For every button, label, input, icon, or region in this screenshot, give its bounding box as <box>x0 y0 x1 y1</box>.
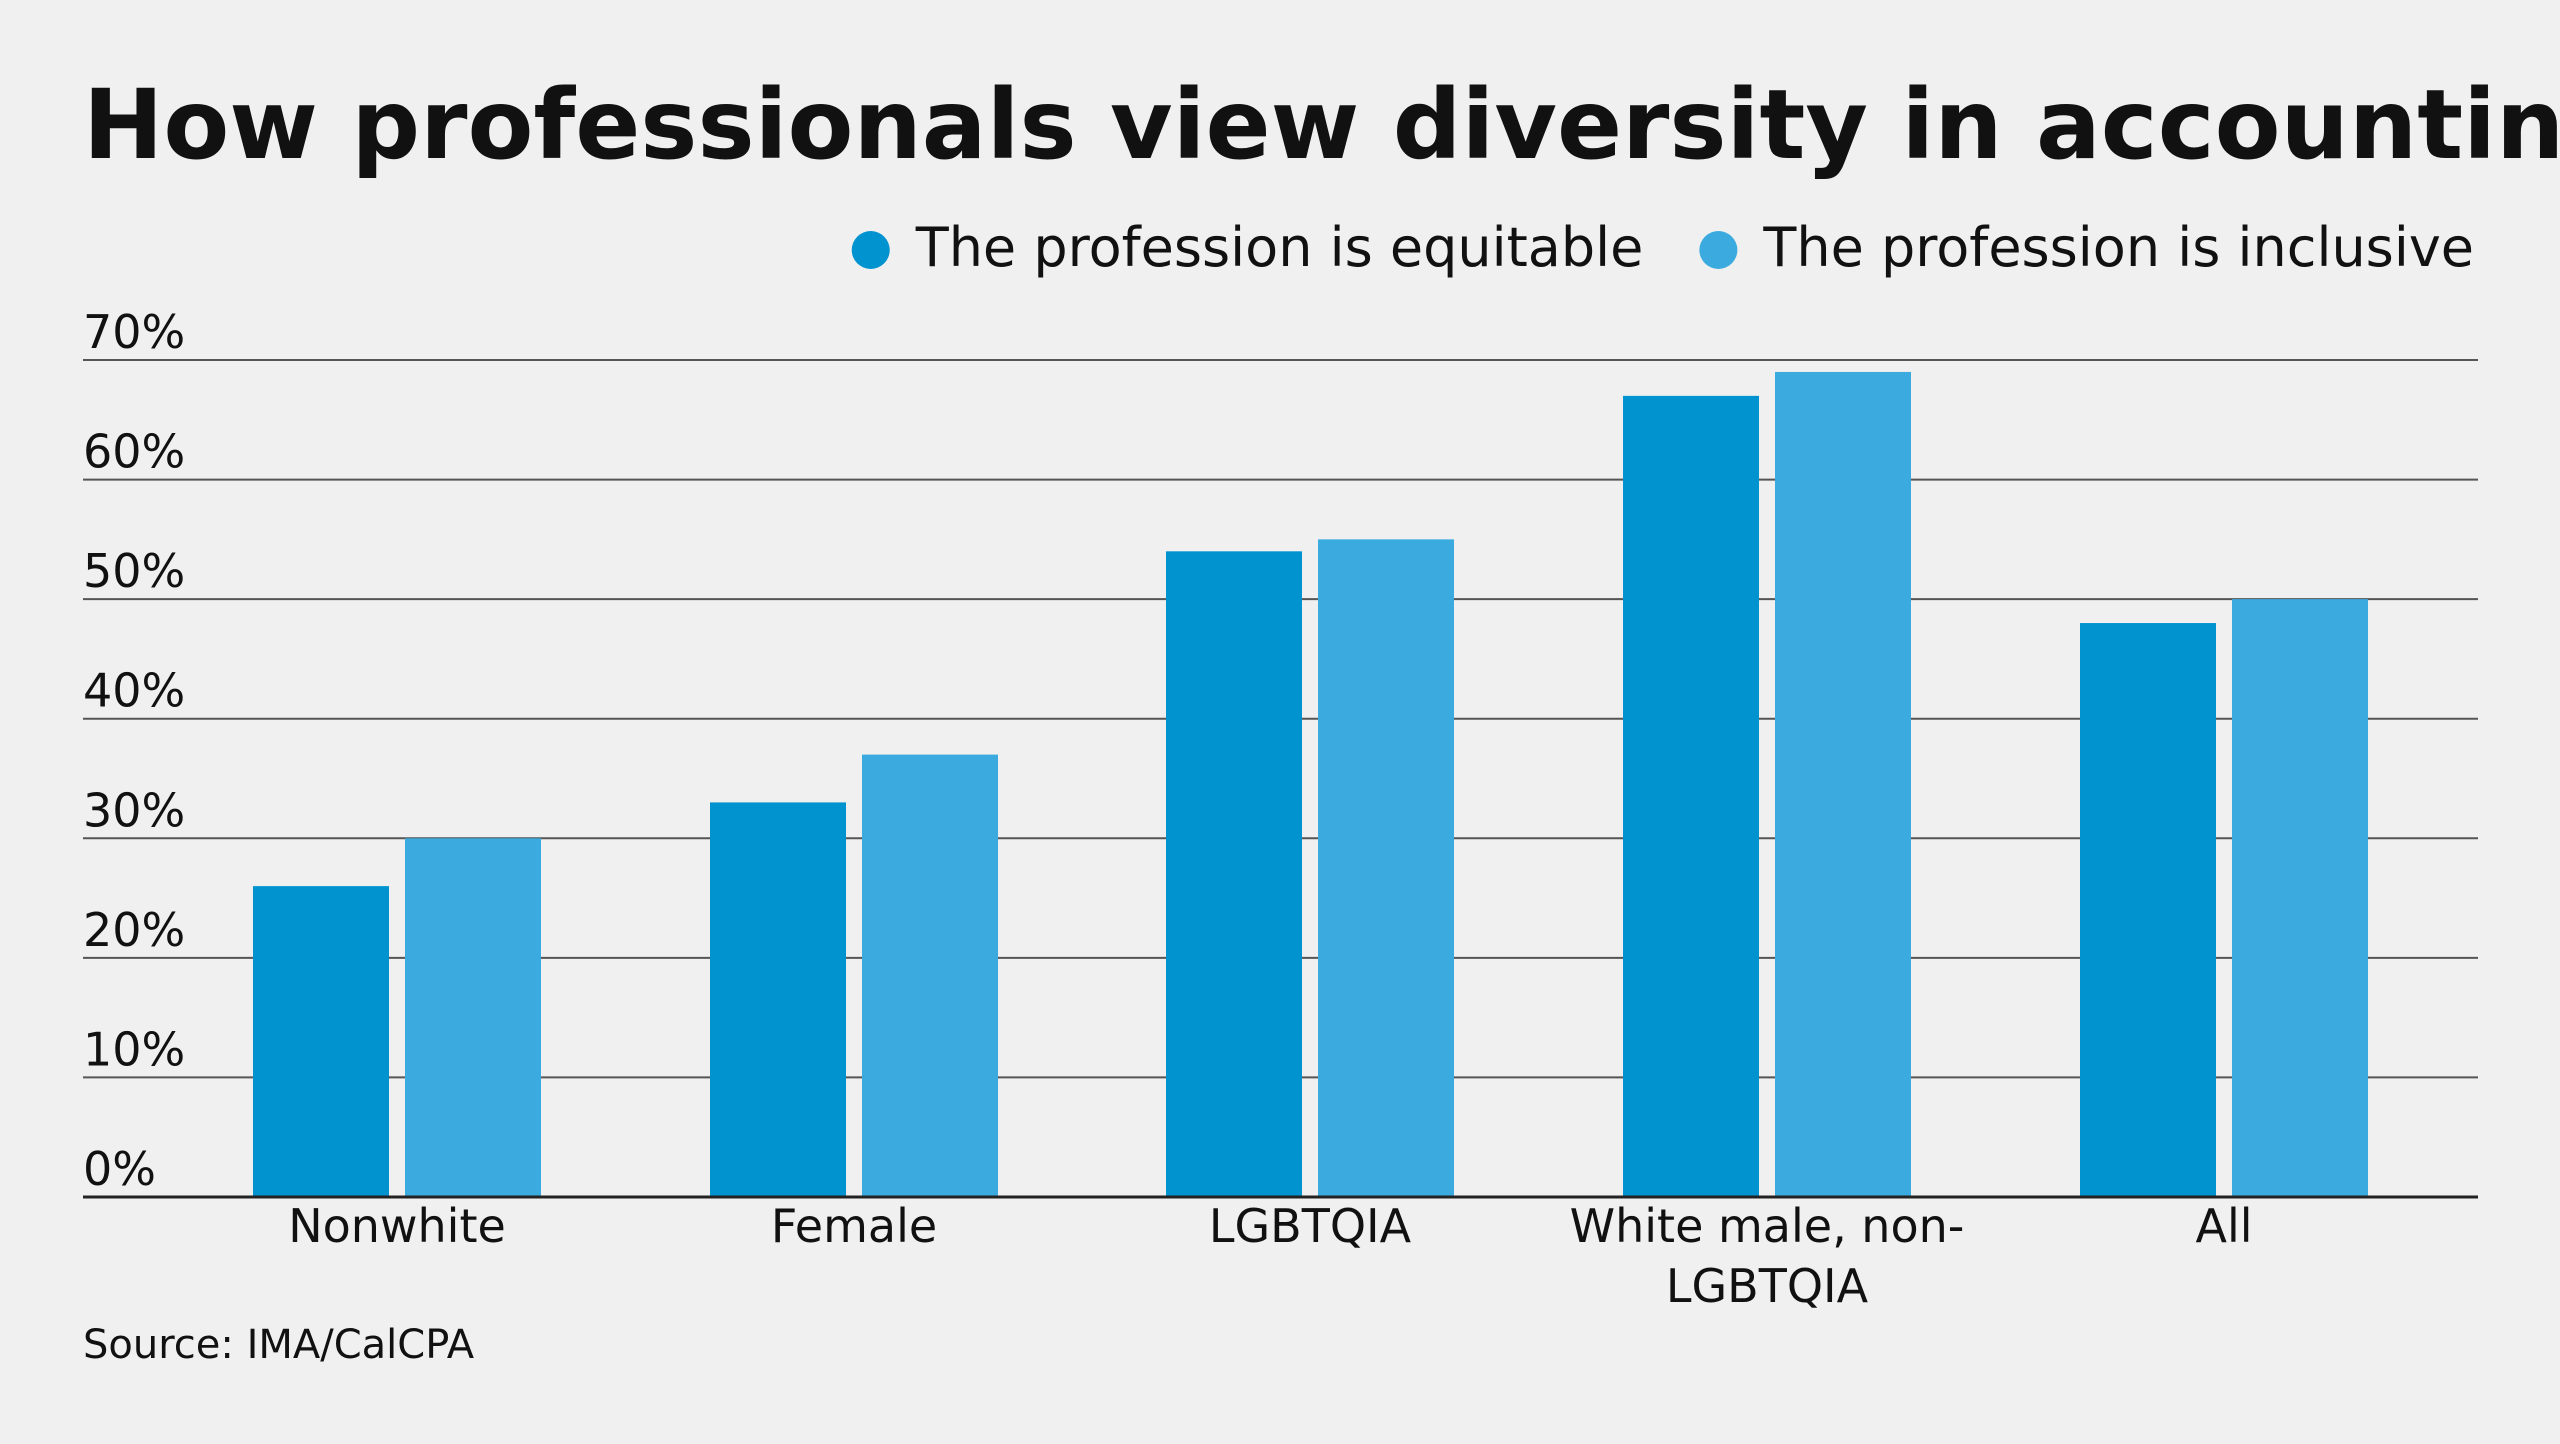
y-tick-label: 60% <box>83 425 185 479</box>
y-tick-label: 70% <box>83 305 185 359</box>
x-tick-label: LGBTQIA <box>1209 1199 1412 1253</box>
bar-equitable <box>2080 623 2216 1197</box>
x-tick-label: Female <box>771 1199 937 1253</box>
bar-inclusive <box>405 838 541 1197</box>
legend-marker-inclusive <box>1699 231 1738 269</box>
y-tick-label: 0% <box>83 1142 156 1196</box>
y-tick-label: 30% <box>83 783 185 837</box>
y-tick-label: 50% <box>83 544 185 598</box>
x-tick-label: LGBTQIA <box>1666 1259 1869 1313</box>
legend-marker-equitable <box>851 231 890 269</box>
source-note: Source: IMA/CalCPA <box>83 1322 475 1368</box>
y-tick-label: 10% <box>83 1022 185 1076</box>
bar-equitable <box>1166 551 1302 1197</box>
legend-label-equitable: The profession is equitable <box>915 216 1644 279</box>
bar-inclusive <box>1775 371 1911 1197</box>
x-tick-label: All <box>2195 1199 2252 1253</box>
bar-inclusive <box>862 754 998 1197</box>
bar-equitable <box>710 802 846 1197</box>
bars <box>83 371 2478 1199</box>
y-tick-label: 40% <box>83 664 185 718</box>
legend-label-inclusive: The profession is inclusive <box>1762 216 2474 279</box>
x-tick-label: White male, non- <box>1570 1199 1965 1253</box>
legend: The profession is inclusive The professio… <box>851 216 2474 279</box>
bar-inclusive <box>2232 599 2368 1197</box>
chart-title: How professionals view diversity in acco… <box>83 69 2560 181</box>
y-tick-label: 20% <box>83 903 185 957</box>
bar-equitable <box>1623 395 1759 1197</box>
bar-inclusive <box>1318 539 1454 1197</box>
bar-equitable <box>253 886 389 1197</box>
x-tick-label: Nonwhite <box>288 1199 506 1253</box>
x-axis-labels: Nonwhite Female LGBTQIA White male, non- LGB… <box>288 1199 2252 1313</box>
